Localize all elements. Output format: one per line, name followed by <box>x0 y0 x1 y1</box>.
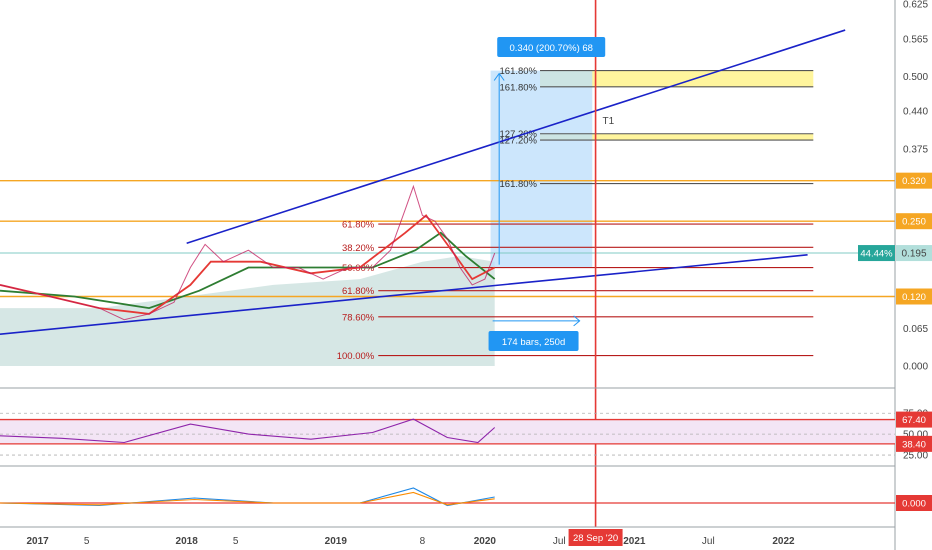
level-badge-0 <box>896 172 932 189</box>
fib-zone-upper <box>540 70 814 87</box>
levels-layer <box>0 179 895 298</box>
price-tick-0: 0.625 <box>903 0 928 11</box>
bars-label-badge <box>488 331 579 351</box>
price-axis[interactable]: 0.625 0.565 0.500 0.440 0.375 0.320 0.250 0.195… <box>858 0 932 373</box>
macd-level-badge <box>896 495 932 511</box>
time-tick-8: 2021 <box>623 536 646 547</box>
rsi-level-label-0: 67.40 <box>902 415 926 426</box>
price-badge <box>896 245 932 262</box>
level-badge-label-2: 0.120 <box>902 292 926 303</box>
measure-range-box <box>490 70 593 268</box>
fib-label-10: 100.00% <box>337 351 375 362</box>
trend-line-lower <box>0 253 808 335</box>
price-tick-4: 0.375 <box>903 144 928 155</box>
time-axis[interactable]: 2017 5 2018 5 2019 8 2020 Jul 2021 Jul 2022 28 Sep … <box>26 529 795 547</box>
level-badge-label-0: 0.320 <box>902 176 926 187</box>
bars-label: 174 bars, 250d <box>502 337 565 348</box>
macd-panel: 0.000 <box>0 487 932 511</box>
time-tick-5: 8 <box>420 536 426 547</box>
series-layer <box>0 184 496 321</box>
trend-layer[interactable] <box>0 29 846 335</box>
fib-label-1: 161.80% <box>500 82 538 93</box>
fib-label-3: 127.20% <box>500 136 538 147</box>
time-tick-6: 2020 <box>474 536 497 547</box>
price-tick-1: 0.565 <box>903 34 928 45</box>
area-fill <box>0 256 495 366</box>
trend-label: T1 <box>603 116 615 127</box>
time-tick-9: Jul <box>702 536 715 547</box>
fib-label-4: 161.80% <box>500 179 538 190</box>
rsi-level-badge-0 <box>896 411 932 428</box>
measure-label: 0.340 (200.70%) 68 <box>509 43 592 54</box>
rsi-tick-2: 25.00 <box>903 451 928 462</box>
level-badge-1 <box>896 213 932 230</box>
time-tick-7: Jul <box>553 536 566 547</box>
area-layer <box>0 256 495 366</box>
price-badge-label: 0.195 <box>901 249 926 260</box>
bars-arrowhead-right <box>573 315 581 327</box>
date-marker-badge <box>568 529 623 546</box>
time-tick-10: 2022 <box>772 536 795 547</box>
fib-label-2: 127.20% <box>500 129 538 140</box>
rsi-level-label-1: 38.40 <box>902 439 926 450</box>
percent-badge <box>858 245 895 262</box>
level-badge-2 <box>896 288 932 305</box>
macd-signal-line <box>0 491 495 506</box>
annot-layer: 0.340 (200.70%) 68 174 bars, 250d T1 <box>488 0 615 527</box>
time-tick-0: 2017 <box>26 536 49 547</box>
price-line <box>0 184 496 321</box>
measure-label-badge <box>497 37 606 57</box>
fib-label-9: 78.60% <box>342 312 375 323</box>
trend-line-upper <box>186 29 846 244</box>
fib-zone-middle <box>540 133 814 141</box>
time-tick-1: 5 <box>84 536 90 547</box>
price-tick-3: 0.440 <box>903 107 928 118</box>
time-tick-4: 2019 <box>325 536 348 547</box>
fib-label-5: 61.80% <box>342 220 375 231</box>
price-tick-10: 0.000 <box>903 362 928 373</box>
time-tick-2: 2018 <box>176 536 199 547</box>
rsi-level-badge-1 <box>896 435 932 452</box>
price-tick-2: 0.500 <box>903 72 928 83</box>
ma-slow-line <box>0 231 496 310</box>
time-tick-3: 5 <box>233 536 239 547</box>
level-badge-label-1: 0.250 <box>902 217 926 228</box>
fib-label-0: 161.80% <box>500 66 538 77</box>
rsi-line <box>0 418 496 444</box>
price-tick-9: 0.065 <box>903 324 928 335</box>
fib-zones <box>490 70 814 268</box>
rsi-band <box>0 419 895 444</box>
fib-label-8: 61.80% <box>342 286 375 297</box>
measure-arrowhead-up <box>493 72 505 81</box>
rsi-tick-1: 50.00 <box>903 430 928 441</box>
percent-badge-label: 44.44% <box>860 249 893 260</box>
macd-level-label: 0.000 <box>902 499 926 510</box>
date-marker-label: 28 Sep '20 <box>573 533 618 544</box>
fib-label-6: 38.20% <box>342 243 375 254</box>
